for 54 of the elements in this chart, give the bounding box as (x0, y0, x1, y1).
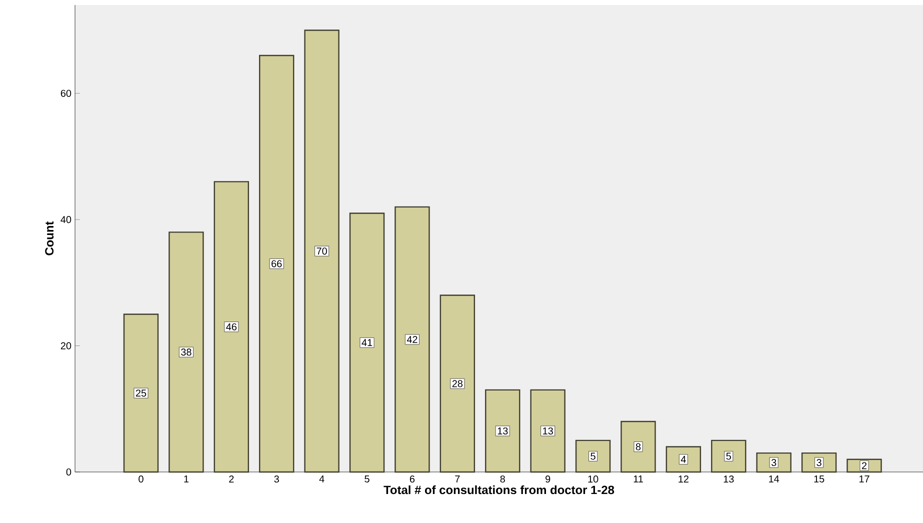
data-label: 46 (226, 323, 237, 330)
data-label: 28 (452, 380, 463, 388)
data-label: 5 (726, 452, 731, 460)
data-label: 70 (316, 248, 327, 255)
data-label: 13 (498, 427, 508, 434)
x-tick-label: 9 (546, 476, 550, 483)
data-label: 13 (543, 427, 553, 434)
data-label: 42 (406, 336, 418, 343)
x-tick-label: 6 (410, 476, 415, 483)
x-tick-label: 15 (814, 476, 824, 482)
data-label: 41 (362, 339, 372, 346)
x-tick-label: 5 (364, 476, 370, 482)
bar (666, 446, 702, 473)
x-tick-label: 14 (769, 476, 780, 482)
y-axis-title: Count (45, 221, 54, 256)
x-tick-label: 12 (678, 476, 688, 482)
bar (711, 440, 746, 473)
bar (304, 30, 340, 473)
x-tick-label: 3 (274, 476, 279, 483)
bar (214, 181, 250, 473)
data-label: 5 (590, 452, 596, 460)
bar (575, 440, 611, 473)
x-tick-label: 0 (138, 476, 144, 483)
bar (168, 232, 204, 473)
bar (530, 389, 566, 473)
bar (349, 212, 385, 473)
data-label: 2 (862, 462, 867, 470)
y-tick-label: 20 (60, 342, 72, 350)
x-tick-label: 10 (588, 476, 598, 483)
x-tick-label: 4 (319, 476, 324, 482)
x-tick-label: 8 (500, 476, 505, 483)
x-tick-label: 1 (184, 476, 188, 482)
x-tick-label: 13 (724, 476, 734, 483)
y-tick-label: 0 (66, 468, 72, 476)
data-label: 38 (181, 348, 192, 356)
x-tick-label: 7 (455, 476, 460, 482)
y-tick-label: 40 (60, 216, 72, 224)
data-label: 25 (136, 390, 146, 397)
bar (440, 294, 476, 473)
data-label: 4 (680, 456, 686, 463)
y-tick-label: 60 (60, 90, 72, 97)
data-label: 8 (636, 443, 641, 450)
data-label: 66 (272, 260, 282, 268)
x-tick-label: 11 (634, 476, 643, 482)
x-tick-label: 2 (229, 476, 234, 482)
data-label: 3 (816, 458, 822, 466)
bar (123, 314, 159, 473)
data-label: 3 (771, 458, 776, 466)
bar (394, 206, 430, 473)
bar (620, 420, 656, 473)
bar (485, 389, 520, 473)
x-axis-title: Total # of consultations from doctor 1-28 (384, 485, 614, 494)
bar (259, 54, 294, 473)
x-tick-label: 17 (859, 476, 870, 482)
